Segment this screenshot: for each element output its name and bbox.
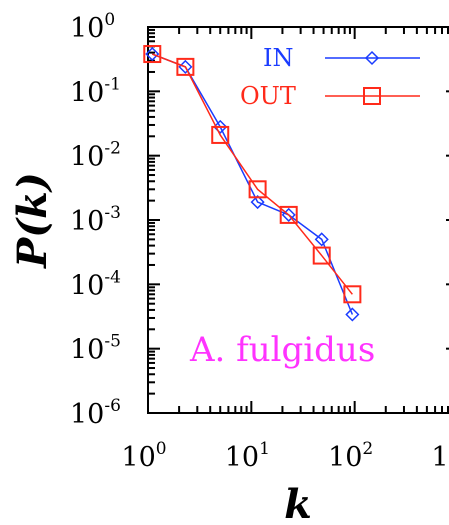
legend-marker-in bbox=[364, 50, 380, 66]
legend-label-out: OUT bbox=[240, 82, 296, 110]
y-tick-label-exponent: 0 bbox=[104, 10, 115, 30]
series-out bbox=[143, 45, 362, 304]
x-tick-label-base: 10 bbox=[431, 442, 449, 473]
data-point-in bbox=[281, 207, 296, 222]
x-tick-label: 102 bbox=[328, 439, 373, 473]
x-tick-label: 101 bbox=[225, 439, 270, 473]
legend-label-in: IN bbox=[263, 44, 293, 72]
data-point-out bbox=[248, 180, 267, 199]
y-tick-label-exponent: -6 bbox=[104, 396, 121, 416]
y-tick-label-base: 10 bbox=[70, 399, 104, 430]
y-tick-label: 10-6 bbox=[70, 396, 121, 430]
y-tick-label: 10-5 bbox=[70, 332, 121, 366]
y-tick-label-exponent: -5 bbox=[104, 332, 121, 352]
y-tick-label-exponent: -4 bbox=[104, 267, 121, 287]
series-line-out bbox=[152, 53, 353, 295]
y-tick-label: 100 bbox=[70, 10, 115, 44]
y-tick-label: 10-1 bbox=[70, 74, 121, 108]
x-tick-label-base: 10 bbox=[121, 442, 155, 473]
y-tick-label-base: 10 bbox=[70, 270, 104, 301]
x-tick-label: 100 bbox=[121, 439, 166, 473]
y-tick-label-exponent: -3 bbox=[104, 203, 121, 223]
y-tick-label-exponent: -2 bbox=[104, 139, 121, 159]
data-point-in bbox=[213, 119, 228, 134]
data-point-out bbox=[143, 45, 162, 64]
data-point-out bbox=[343, 285, 362, 304]
data-point-in bbox=[250, 195, 265, 210]
y-tick-label-base: 10 bbox=[70, 142, 104, 173]
data-point-in bbox=[345, 307, 360, 322]
y-tick-label-base: 10 bbox=[70, 335, 104, 366]
data-point-out bbox=[176, 57, 195, 76]
annotation-label: A. fulgidus bbox=[189, 330, 375, 370]
y-axis-title: P(k) bbox=[9, 172, 56, 269]
y-tick-label-base: 10 bbox=[70, 206, 104, 237]
plot-frame bbox=[147, 26, 449, 414]
y-tick-label: 10-3 bbox=[70, 203, 121, 237]
y-tick-label: 10-4 bbox=[70, 267, 121, 301]
legend: IN OUT bbox=[240, 44, 420, 110]
data-point-out bbox=[211, 125, 230, 144]
x-tick-label: 103 bbox=[431, 439, 449, 473]
legend-marker-out bbox=[363, 87, 381, 105]
data-point-in bbox=[314, 232, 329, 247]
data-point-out bbox=[312, 246, 331, 265]
x-tick-label-exponent: 1 bbox=[259, 439, 270, 459]
x-tick-label-base: 10 bbox=[328, 442, 362, 473]
x-tick-labels: 100101102103 bbox=[121, 439, 449, 473]
y-tick-label-exponent: -1 bbox=[104, 74, 121, 94]
x-tick-label-exponent: 0 bbox=[156, 439, 167, 459]
x-axis-title: k bbox=[284, 481, 312, 525]
x-tick-label-base: 10 bbox=[225, 442, 259, 473]
x-tick-label-exponent: 2 bbox=[362, 439, 373, 459]
data-point-out bbox=[279, 205, 298, 224]
y-tick-label: 10-2 bbox=[70, 139, 121, 173]
data-point-in bbox=[145, 46, 160, 62]
y-tick-label-base: 10 bbox=[70, 77, 104, 108]
y-tick-label-base: 10 bbox=[70, 13, 104, 44]
series-layer bbox=[143, 45, 362, 322]
